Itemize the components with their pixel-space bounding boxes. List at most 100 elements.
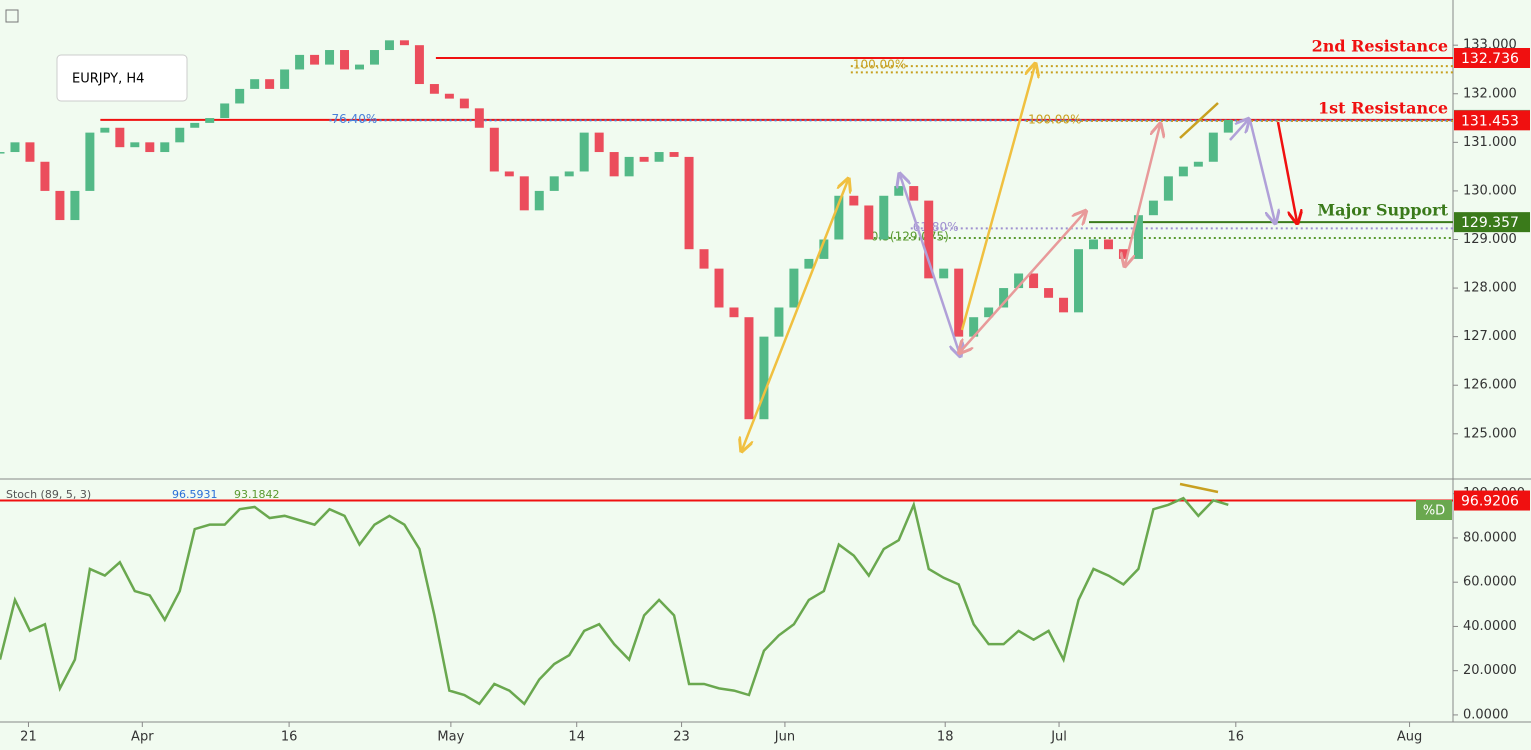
candle: [594, 132, 604, 153]
level-label: 2nd Resistance: [1312, 37, 1448, 56]
candle: [1074, 249, 1084, 313]
fib-label: 76.40%: [332, 112, 378, 126]
candle: [340, 50, 350, 70]
candle: [444, 93, 454, 99]
y-tick-label: 131.000: [1463, 135, 1517, 150]
candle: [265, 79, 275, 89]
candle: [145, 142, 155, 153]
candle: [250, 79, 260, 89]
candle: [85, 132, 95, 191]
y-tick-label: 80.0000: [1463, 530, 1517, 545]
arrow: [1229, 120, 1248, 141]
candle: [669, 152, 679, 157]
legend-box: [1416, 500, 1452, 520]
candle: [1223, 119, 1233, 133]
y-tick-label: 20.0000: [1463, 663, 1517, 678]
candle: [130, 142, 140, 148]
candle: [100, 127, 110, 133]
candle: [519, 176, 529, 211]
candle: [115, 127, 125, 148]
candle: [220, 103, 230, 119]
x-tick-label: 21: [20, 730, 37, 745]
y-tick-label: 126.000: [1463, 378, 1517, 393]
candle: [190, 122, 200, 128]
arrow: [960, 212, 1085, 352]
title-box: [56, 54, 188, 102]
candle: [624, 156, 634, 177]
x-tick-label: May: [437, 730, 464, 745]
candle: [639, 156, 649, 162]
level-label: 1st Resistance: [1318, 98, 1448, 117]
arrow: [1125, 125, 1160, 265]
x-tick-label: 18: [937, 730, 954, 745]
candle: [474, 108, 484, 128]
y-tick-label: 128.000: [1463, 281, 1517, 296]
candle: [744, 317, 754, 420]
y-tick-label: 127.000: [1463, 329, 1517, 344]
divergence-line: [1179, 482, 1219, 494]
chart-title: EURJPY, H4: [72, 72, 144, 87]
candle: [939, 268, 949, 279]
candle: [789, 268, 799, 308]
y-tick-label: 129.000: [1463, 232, 1517, 247]
candle: [804, 258, 814, 269]
candle: [579, 132, 589, 172]
candle: [55, 190, 65, 221]
candle: [1029, 273, 1039, 289]
candle: [70, 190, 80, 221]
price-tag: [1454, 48, 1530, 69]
fib-label: 100.00%: [853, 58, 906, 72]
candle: [1208, 132, 1218, 162]
y-tick-label: 132.000: [1463, 86, 1517, 101]
candle: [1103, 239, 1113, 250]
candle: [429, 84, 439, 94]
candle: [714, 268, 724, 308]
candle: [25, 142, 35, 162]
candle: [369, 50, 379, 65]
x-tick-label: Apr: [131, 730, 154, 745]
price-tag: [1454, 490, 1530, 511]
price-tag-label: 129.357: [1461, 215, 1519, 231]
candle: [399, 40, 409, 46]
arrow: [900, 175, 960, 355]
x-tick-label: 16: [1228, 730, 1245, 745]
price-tag-label: 132.736: [1461, 51, 1519, 67]
indicator-readout: 96.5931: [172, 488, 218, 501]
candle: [774, 307, 784, 337]
candle: [459, 98, 469, 109]
candle: [1178, 166, 1188, 177]
candle: [684, 156, 694, 250]
candle: [310, 54, 320, 65]
y-tick-label: 40.0000: [1463, 619, 1517, 634]
x-tick-label: Aug: [1397, 730, 1422, 745]
price-tag-label: 131.453: [1461, 113, 1519, 129]
arrow: [1276, 121, 1297, 222]
indicator-readout: 93.1842: [234, 488, 280, 501]
candle: [1089, 239, 1098, 250]
arrow: [742, 180, 848, 450]
candle: [699, 249, 709, 269]
x-tick-label: 14: [568, 730, 585, 745]
y-tick-label: 60.0000: [1463, 575, 1517, 590]
candle: [609, 152, 619, 177]
candle: [295, 54, 305, 70]
candle: [909, 186, 919, 201]
divergence-line: [1179, 102, 1219, 139]
candle: [759, 336, 769, 420]
panel-button[interactable]: [5, 9, 19, 23]
candle: [175, 127, 185, 143]
candle: [414, 45, 424, 85]
y-tick-label: 125.000: [1463, 426, 1517, 441]
candle: [280, 69, 290, 89]
candle: [894, 186, 904, 196]
level-label: Major Support: [1317, 201, 1448, 220]
candle: [729, 307, 739, 318]
price-tag-label: 96.9206: [1461, 494, 1519, 510]
price-tag: [1454, 212, 1530, 233]
x-tick-label: Jun: [774, 730, 795, 745]
candle: [40, 161, 50, 191]
candle: [10, 142, 20, 153]
candle: [1059, 297, 1069, 313]
x-tick-label: 16: [281, 730, 298, 745]
